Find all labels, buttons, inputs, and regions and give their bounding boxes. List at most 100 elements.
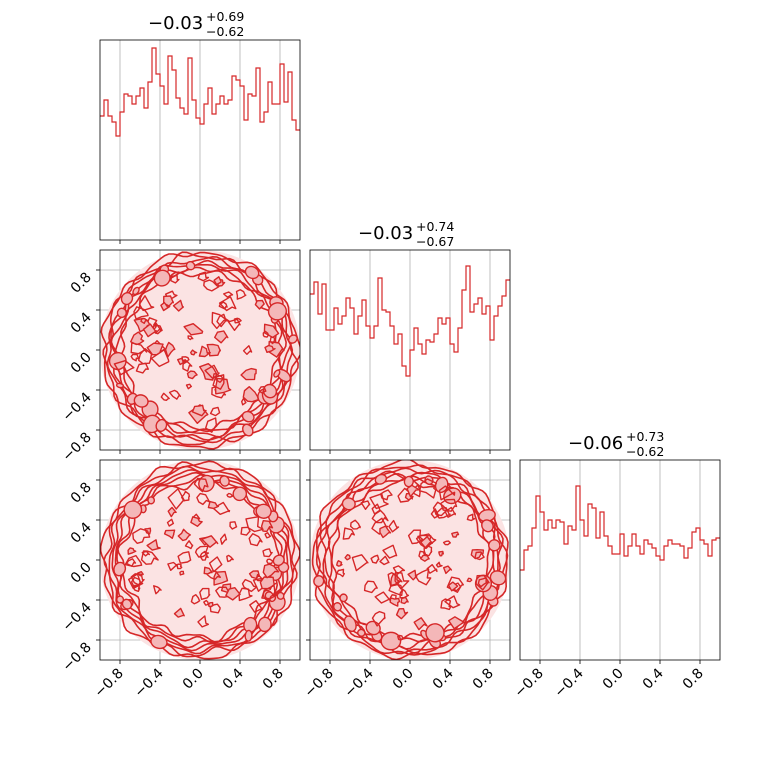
contour-2-1-inner-contour <box>466 577 473 583</box>
contour-2-0-x-tick-label: 0.0 <box>180 666 207 693</box>
contour-2-1-inner-contour <box>342 527 355 540</box>
contour-1-0-ring-blob <box>153 269 171 287</box>
contour-2-1-x-tick-label: 0.8 <box>470 666 497 693</box>
contour-2-1-inner-contour <box>443 565 453 575</box>
contour-2-0-inner-contour <box>141 550 151 557</box>
contour-2-1-ring-blob <box>425 623 445 643</box>
contour-2-0-ring-contour <box>111 468 289 652</box>
contour-2-0-inner-contour <box>226 554 234 563</box>
contour-2-0-inner-contour <box>179 570 185 576</box>
contour-2-0-x-tick-label: −0.8 <box>91 666 126 701</box>
contour-2-0-y-tick-label: 0.8 <box>68 480 95 507</box>
contour-2-1-inner-contour <box>414 568 432 586</box>
contour-2-1-contours <box>310 460 510 660</box>
hist-1-title-median: −0.03 <box>148 13 203 34</box>
contour-2-0-inner-contour <box>219 533 228 545</box>
contour-1-0-ring-blob <box>120 292 134 306</box>
contour-1-0-inner-contour <box>138 348 153 365</box>
contour-2-1-inner-contour <box>438 550 444 557</box>
contour-1-0-inner-contour <box>241 397 247 406</box>
contour-1-0-inner-contour <box>163 295 174 307</box>
contour-1-0-y-tick-label: −0.8 <box>59 430 94 465</box>
contour-1-0-ring-blob <box>287 334 298 344</box>
contour-1-0-inner-contour <box>254 299 265 310</box>
hist-2-title-median: −0.03 <box>358 223 413 244</box>
contour-1-0-inner-contour <box>240 367 257 381</box>
contour-2-0-inner-contour <box>125 558 137 567</box>
contour-2-0-inner-contour <box>199 587 211 600</box>
contour-2-1-inner-contour <box>389 597 401 607</box>
contour-2-0-inner-contour <box>266 558 274 565</box>
contour-1-0-inner-contour <box>233 317 242 324</box>
contour-1-0-inner-contour <box>199 363 218 381</box>
contour-1-0-inner-contour <box>183 323 204 336</box>
contour-2-1-inner-contour <box>379 525 392 539</box>
contour-1-0-inner-contour <box>214 330 229 344</box>
contour-1-0-ring-blob <box>108 351 127 371</box>
contour-1-0-inner-contour <box>235 289 247 300</box>
contour-1-0-inner-contour <box>216 313 230 328</box>
contour-2-1-inner-contour <box>477 577 489 588</box>
contour-2-0-inner-contour <box>167 488 186 510</box>
hist-3-x-ticks: −0.8 −0.4 0.0 0.4 0.8 <box>511 660 707 701</box>
contour-2-1-inner-contour <box>336 560 343 567</box>
contour-2-1-ring-blob <box>488 539 501 552</box>
contour-1-0-inner-contour <box>130 353 140 362</box>
contour-2-0-inner-contour <box>181 490 191 502</box>
hist-2-step-line <box>310 265 510 377</box>
contour-1-0-ring-blob <box>241 410 255 423</box>
contour-2-0-inner-contour <box>136 571 144 577</box>
contour-1-0-contours <box>100 250 300 450</box>
contour-2-0-inner-contour <box>209 603 221 614</box>
contour-1-0-y-tick-label: 0.4 <box>68 309 95 336</box>
contour-2-0-inner-contour <box>249 600 264 613</box>
contour-2-0-inner-contour <box>184 540 194 550</box>
contour-2-1-inner-contour <box>395 608 409 620</box>
contour-2-0-inner-contour <box>166 518 175 527</box>
contour-1-0-y-tick-label: 0.8 <box>68 270 95 297</box>
contour-2-0-inner-contour <box>240 526 251 536</box>
contour-2-0-ring-blob <box>123 500 143 519</box>
contour-1-0-ring-contour <box>120 269 281 433</box>
contour-2-0-inner-contour <box>260 520 274 533</box>
contour-2-1-inner-contour <box>426 564 438 574</box>
contour-2-1-ring-contour <box>315 464 509 656</box>
contour-2-0-y-tick-label: 0.0 <box>68 560 95 587</box>
contour-1-0-inner-contour <box>190 349 198 356</box>
contour-1-0-inner-contour <box>146 342 164 356</box>
contour-2-0-ring-contour <box>114 471 287 649</box>
contour-2-0-inner-contour <box>177 551 192 564</box>
contour-2-0-y-tick-label: 0.4 <box>68 519 95 546</box>
contour-2-1-inner-contour <box>344 554 351 561</box>
contour-2-1-inner-contour <box>438 485 456 501</box>
contour-1-0-ring-blob <box>155 418 168 432</box>
contour-1-0-inner-contour <box>172 299 184 312</box>
contour-2-0-inner-contour <box>208 556 223 573</box>
contour-1-0-inner-contour <box>218 296 237 312</box>
contour-1-0-inner-contour <box>205 417 218 433</box>
contour-2-0-ring-blob <box>257 616 272 633</box>
contour-1-0-inner-contour <box>197 271 210 282</box>
hist-2-title-plus: +0.74 <box>416 219 454 234</box>
hist-2-x-ticks <box>329 450 491 454</box>
contour-2-0-inner-contour <box>245 516 264 533</box>
contour-1-0-inner-contour <box>223 291 234 298</box>
contour-2-1-inner-contour <box>440 498 458 512</box>
contour-2-0-ring-blob <box>121 598 133 610</box>
contour-1-0-inner-contour <box>182 358 193 372</box>
contour-2-1-ring-blob <box>403 475 414 488</box>
contour-2-1-inner-contour <box>379 555 390 566</box>
contour-1-0-inner-contour <box>262 330 270 338</box>
contour-1-0-inner-contour <box>170 274 180 284</box>
contour-2-1-inner-contour <box>448 616 465 630</box>
contour-2-0-ring-blob <box>113 561 127 577</box>
contour-1-0-inner-contour <box>138 295 155 312</box>
contour-1-0-inner-contour <box>142 323 157 338</box>
contour-2-0-inner-contour <box>262 563 280 579</box>
contour-2-1-inner-contour <box>442 540 451 546</box>
contour-2-0-ring-blob <box>150 634 168 650</box>
contour-2-1-ring-blob <box>332 602 343 612</box>
contour-2-1-inner-contour <box>444 506 456 518</box>
contour-2-1-inner-contour <box>420 536 433 549</box>
contour-1-0-inner-contour <box>164 341 176 358</box>
